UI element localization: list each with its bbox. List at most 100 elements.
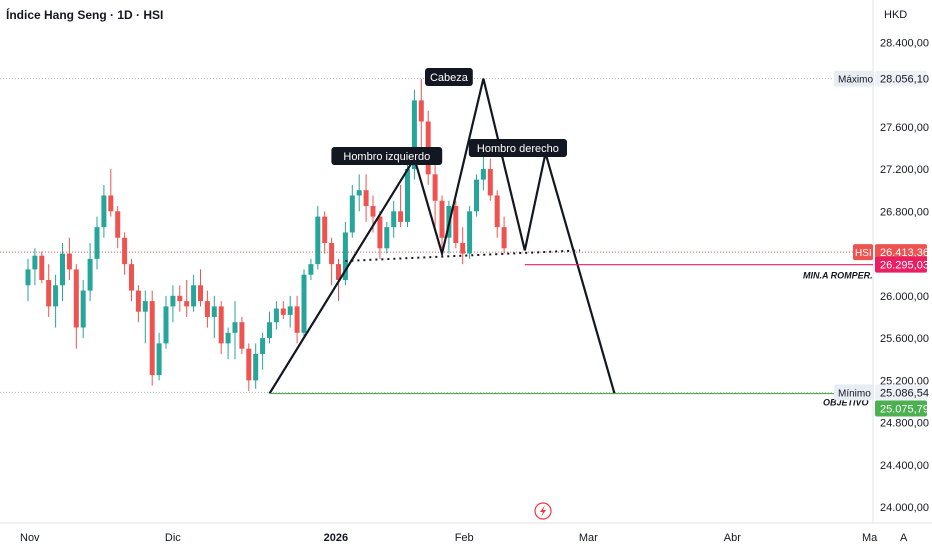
candle-body (135, 290, 141, 312)
break-price-tag-value: 26.295,03 (880, 260, 929, 272)
candle-body (101, 195, 107, 228)
candle (363, 174, 369, 222)
candle (191, 274, 197, 312)
candle (232, 301, 238, 360)
candle-body (149, 301, 155, 376)
head-label[interactable]: Cabeza (425, 68, 473, 86)
candle-body (342, 232, 348, 280)
candle (391, 200, 397, 238)
last-price-tag: 26.413,36 (875, 244, 929, 261)
candle (129, 258, 134, 302)
candle-body (432, 174, 438, 201)
break-price-tag: 26.295,03 (875, 256, 929, 273)
candle-body (411, 100, 417, 170)
y-tick-label: 25.600,00 (880, 333, 929, 345)
candle-body (198, 285, 203, 302)
candle (211, 295, 217, 339)
candle-body (211, 306, 217, 317)
left-shoulder-label[interactable]: Hombro izquierdo (331, 147, 443, 165)
y-tick-label: 24.800,00 (880, 418, 929, 430)
y-tick-label: 27.200,00 (880, 164, 929, 176)
candle (66, 237, 72, 280)
candle-body (294, 306, 300, 333)
candle-body (301, 274, 307, 333)
time-axis[interactable]: Nov Dic 2026 Feb Mar Abr Ma (20, 532, 878, 544)
candle (198, 269, 203, 307)
ticker-tag-box (853, 244, 873, 261)
right-shoulder-label-box (468, 139, 567, 157)
candle (80, 279, 86, 339)
candle (480, 153, 486, 191)
candle-body (474, 179, 479, 212)
candle (460, 227, 466, 265)
candle (273, 301, 279, 330)
break-price-tag-box (875, 256, 927, 273)
min-price-tag: 25.086,54 (875, 384, 929, 401)
candle-body (46, 279, 52, 307)
candle (405, 163, 410, 228)
candle-body (418, 100, 424, 122)
target-price-tag-value: 25.075,79 (880, 403, 929, 415)
right-shoulder-label[interactable]: Hombro derecho (468, 139, 567, 157)
lightning-icon[interactable] (534, 502, 552, 520)
y-tick-label: 24.000,00 (880, 502, 929, 514)
candle (398, 184, 404, 228)
candle-body (349, 195, 355, 233)
candle-body (467, 211, 473, 254)
candle-body (87, 258, 93, 291)
candle (25, 258, 31, 302)
x-tick-label: Ma (862, 532, 878, 544)
ticker-tag-text: HSI (855, 248, 872, 259)
candle-body (480, 169, 486, 180)
left-shoulder-label-box (331, 147, 443, 165)
auto-scale-button[interactable]: A (900, 532, 908, 544)
price-axis[interactable]: 28.400,00 27.600,00 27.200,00 26.800,00 26.0… (880, 37, 929, 514)
y-tick-label: 28.400,00 (880, 37, 929, 49)
candle (432, 163, 438, 233)
candle-body (280, 308, 286, 315)
candle-body (336, 264, 341, 280)
candle (467, 206, 473, 259)
candle (501, 216, 507, 254)
min-price-tag-value: 25.086,54 (880, 387, 929, 399)
candle (218, 301, 224, 354)
candle-body (129, 264, 134, 291)
candle (439, 195, 445, 249)
candle-body (184, 301, 190, 307)
candle (115, 206, 121, 249)
candle-body (60, 253, 65, 286)
candle-body (253, 353, 259, 381)
candle (39, 251, 45, 284)
candle-body (232, 322, 238, 333)
candle (204, 290, 210, 328)
candle-body (494, 195, 500, 228)
min-side-tag-text: Mínimo (838, 388, 871, 399)
candle-body (170, 295, 176, 307)
candle-body (391, 211, 397, 228)
min-side-tag: Mínimo (834, 384, 874, 401)
candle-body (177, 295, 183, 302)
y-tick-label: 26.000,00 (880, 291, 929, 303)
candle (474, 174, 479, 217)
candle (53, 274, 59, 328)
candle-body (204, 301, 210, 317)
candle-body (273, 308, 279, 323)
max-side-tag: Máximo (834, 70, 874, 87)
x-tick-label: Mar (579, 532, 598, 544)
ticker-tag: HSI (853, 244, 873, 261)
candle (494, 190, 500, 238)
max-side-tag-box (834, 70, 874, 87)
break-label: MIN.A ROMPER. (803, 271, 873, 281)
candle (108, 169, 114, 217)
candle-body (487, 169, 493, 196)
currency-label[interactable]: HKD (884, 9, 908, 21)
candle (122, 232, 128, 275)
left-shoulder-label-text: Hombro izquierdo (343, 151, 430, 163)
y-tick-label: 27.600,00 (880, 122, 929, 134)
candle (32, 248, 38, 286)
target-price-tag: 25.075,79 (875, 400, 929, 417)
candle-body (218, 306, 224, 344)
candle-body (377, 216, 383, 249)
candle-body (53, 285, 59, 307)
